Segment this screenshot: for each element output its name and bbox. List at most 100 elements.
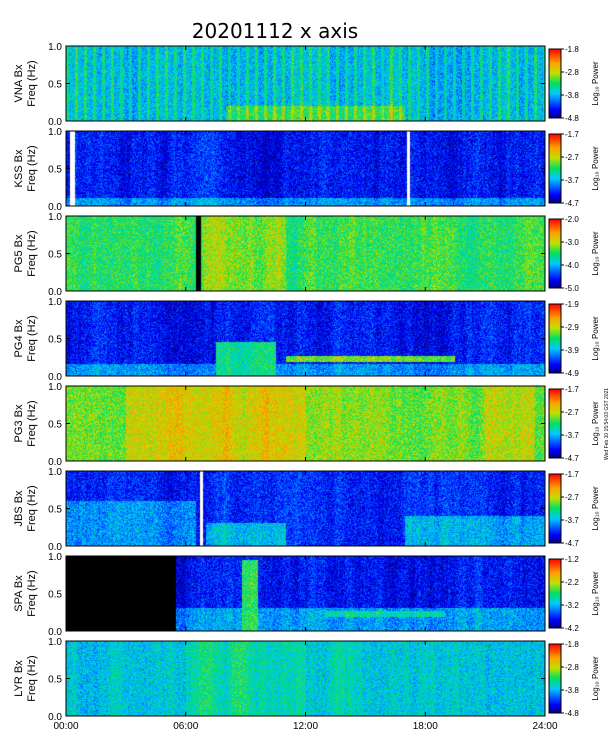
y-axis-label: Freq (Hz) — [26, 570, 38, 616]
colorbar-tick-label: -3.9 — [565, 346, 579, 355]
station-label: LYR Bx — [13, 660, 25, 697]
colorbar-tick-label: -4.2 — [565, 624, 579, 633]
y-axis-label: Freq (Hz) — [26, 60, 38, 106]
y-tick-label: 0.5 — [48, 505, 62, 516]
y-tick-label: 0.0 — [48, 202, 62, 213]
y-axis-label: Freq (Hz) — [26, 145, 38, 191]
colorbar-tick-label: -5.0 — [565, 284, 579, 293]
colorbar — [548, 558, 562, 629]
colorbar-tick-label: -3.8 — [565, 91, 579, 100]
colorbar — [548, 473, 562, 544]
colorbar-tick-label: -1.9 — [565, 300, 579, 309]
spectrogram-image — [66, 46, 545, 121]
spectrogram-panel: 0.0 0.5 1.0 SPA Bx Freq (Hz) -1.2 -2.2 -3.2 -4.2… — [13, 552, 600, 638]
y-tick-label: 0.5 — [48, 165, 62, 176]
colorbar — [548, 388, 562, 459]
spectrogram-image — [66, 386, 545, 461]
y-tick-label: 0.5 — [48, 590, 62, 601]
spectrogram-image — [66, 471, 545, 546]
y-tick-label: 0.5 — [48, 335, 62, 346]
station-label: KSS Bx — [13, 149, 25, 187]
colorbar-tick-label: -1.7 — [565, 385, 579, 394]
colorbar-tick-label: -2.8 — [565, 68, 579, 77]
colorbar-tick-label: -2.2 — [565, 578, 579, 587]
colorbar-tick-label: -2.0 — [565, 215, 579, 224]
station-label: PG5 Bx — [13, 234, 25, 272]
colorbar-label: Log₁₀ Power — [591, 656, 600, 701]
colorbar-tick-label: -1.2 — [565, 555, 579, 564]
spectrogram-panel: 0.0 0.5 1.0 VNA Bx Freq (Hz) -1.8 -2.8 -3.8 -4.8… — [13, 42, 600, 128]
colorbar-tick-label: -4.8 — [565, 709, 579, 718]
colorbar — [548, 48, 562, 119]
y-tick-label: 0.0 — [48, 712, 62, 723]
x-tick-label: 12:00 — [293, 721, 318, 732]
y-axis-label: Freq (Hz) — [26, 485, 38, 531]
y-tick-label: 0.0 — [48, 287, 62, 298]
colorbar-tick-label: -4.7 — [565, 199, 579, 208]
colorbar-tick-label: -3.7 — [565, 176, 579, 185]
y-tick-label: 1.0 — [48, 42, 62, 53]
spectrogram-panel: 0.0 0.5 1.0 PG5 Bx Freq (Hz) -2.0 -3.0 -4.0 -5.0… — [13, 212, 600, 298]
spectrogram-image — [66, 556, 545, 631]
colorbar-label: Log₁₀ Power — [591, 146, 600, 191]
y-tick-label: 1.0 — [48, 382, 62, 393]
colorbar-label: Log₁₀ Power — [591, 231, 600, 276]
colorbar-tick-label: -1.8 — [565, 45, 579, 54]
figure-title: 20201112 x axis — [192, 19, 358, 43]
colorbar — [548, 133, 562, 204]
footer-note: Wed Feb 10 15:54:03 GST 2021 — [604, 388, 610, 460]
y-tick-label: 0.5 — [48, 250, 62, 261]
y-axis-label: Freq (Hz) — [26, 230, 38, 276]
colorbar-label: Log₁₀ Power — [591, 316, 600, 361]
station-label: JBS Bx — [13, 490, 25, 527]
y-tick-label: 0.0 — [48, 457, 62, 468]
colorbar-tick-label: -2.7 — [565, 408, 579, 417]
colorbar-tick-label: -1.7 — [565, 470, 579, 479]
colorbar-tick-label: -2.7 — [565, 153, 579, 162]
colorbar-tick-label: -2.8 — [565, 663, 579, 672]
spectrogram-panel: 0.0 0.5 1.0 PG3 Bx Freq (Hz) -1.7 -2.7 -3.7 -4.7… — [13, 382, 600, 468]
colorbar-tick-label: -3.0 — [565, 238, 579, 247]
colorbar-tick-label: -4.8 — [565, 114, 579, 123]
colorbar — [548, 643, 562, 714]
colorbar-label: Log₁₀ Power — [591, 401, 600, 446]
station-label: PG3 Bx — [13, 404, 25, 442]
y-tick-label: 0.5 — [48, 675, 62, 686]
y-tick-label: 0.0 — [48, 117, 62, 128]
x-tick-label: 00:00 — [53, 721, 78, 732]
y-tick-label: 1.0 — [48, 127, 62, 138]
colorbar-tick-label: -3.7 — [565, 431, 579, 440]
y-tick-label: 0.0 — [48, 627, 62, 638]
station-label: PG4 Bx — [13, 319, 25, 357]
colorbar-tick-label: -4.7 — [565, 539, 579, 548]
colorbar-label: Log₁₀ Power — [591, 61, 600, 106]
spectrogram-panel: 0.0 0.5 1.0 JBS Bx Freq (Hz) -1.7 -2.7 -3.7 -4.7… — [13, 467, 600, 553]
spectrogram-image — [66, 641, 545, 716]
colorbar-tick-label: -2.9 — [565, 323, 579, 332]
colorbar-label: Log₁₀ Power — [591, 486, 600, 531]
y-tick-label: 1.0 — [48, 297, 62, 308]
colorbar-tick-label: -1.8 — [565, 640, 579, 649]
colorbar-tick-label: -3.8 — [565, 686, 579, 695]
station-label: VNA Bx — [13, 64, 25, 102]
y-tick-label: 1.0 — [48, 467, 62, 478]
colorbar-tick-label: -4.9 — [565, 369, 579, 378]
y-tick-label: 0.5 — [48, 420, 62, 431]
colorbar-tick-label: -2.7 — [565, 493, 579, 502]
spectrogram-image — [66, 301, 545, 376]
spectrogram-panel: 0.0 0.5 1.0 KSS Bx Freq (Hz) -1.7 -2.7 -3.7 -4.7… — [13, 127, 600, 213]
y-tick-label: 1.0 — [48, 637, 62, 648]
colorbar — [548, 303, 562, 374]
y-tick-label: 0.0 — [48, 542, 62, 553]
y-tick-label: 0.5 — [48, 80, 62, 91]
x-tick-label: 06:00 — [173, 721, 198, 732]
colorbar — [548, 218, 562, 289]
time-axis: 00:00 06:00 12:00 18:00 24:00 — [53, 721, 557, 732]
y-tick-label: 0.0 — [48, 372, 62, 383]
colorbar-tick-label: -1.7 — [565, 130, 579, 139]
spectrogram-image — [66, 131, 545, 206]
y-tick-label: 1.0 — [48, 552, 62, 563]
y-axis-label: Freq (Hz) — [26, 400, 38, 446]
